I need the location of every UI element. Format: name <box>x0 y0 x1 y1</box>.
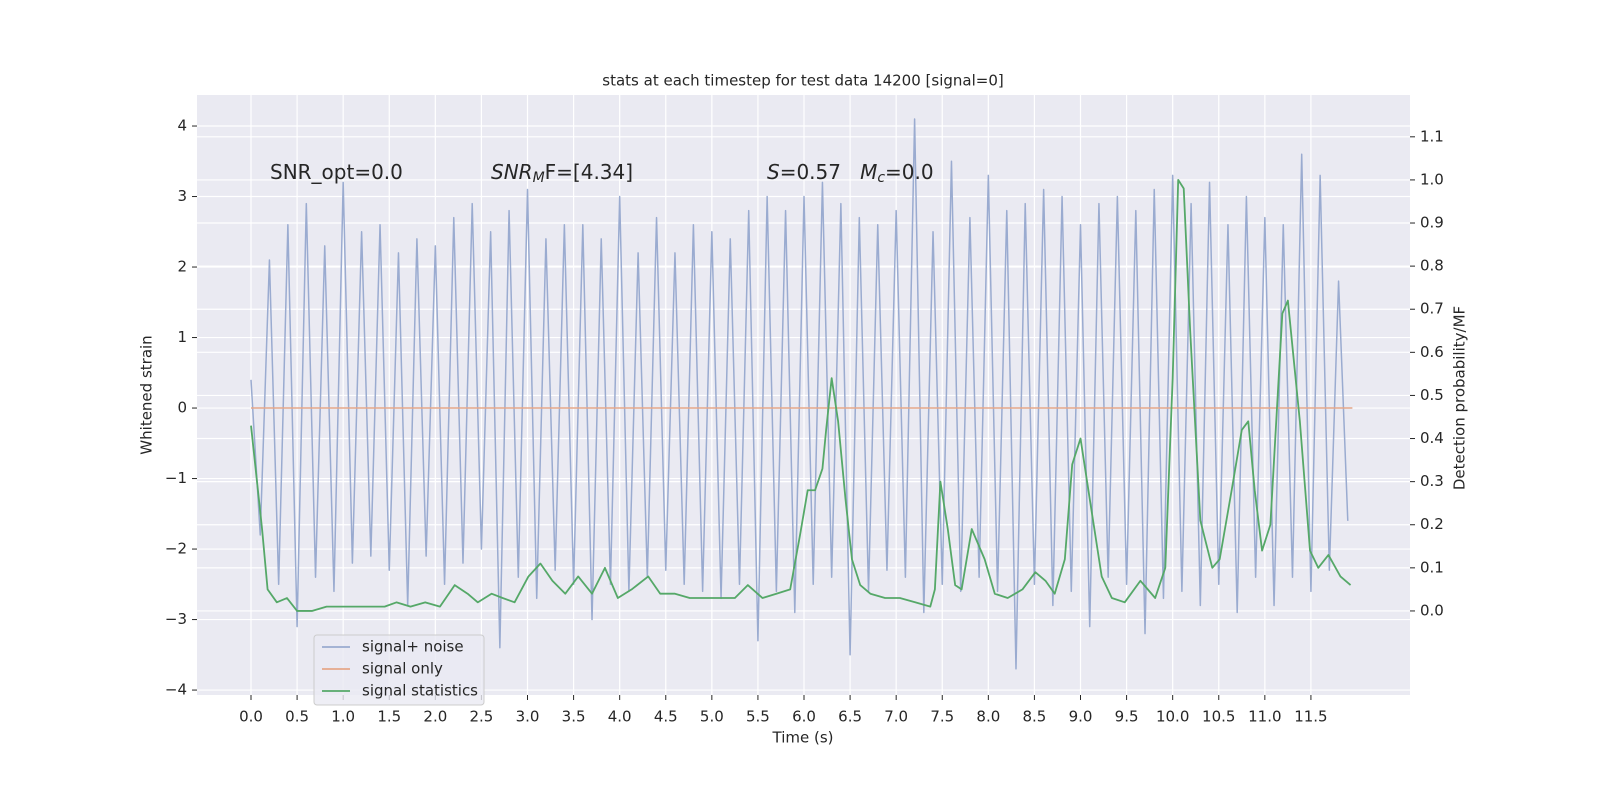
annotation-part: S <box>767 160 780 184</box>
annotation-part: SNR <box>491 160 533 184</box>
x-tick-label: 9.0 <box>1069 708 1093 726</box>
annotation: SNR_opt=0.0 <box>270 160 403 184</box>
x-tick-label: 6.5 <box>838 708 862 726</box>
chart-title: stats at each timestep for test data 142… <box>602 72 1003 90</box>
x-tick-label: 2.5 <box>469 708 493 726</box>
y-tick-label: −2 <box>165 540 187 558</box>
y-tick-label: 3 <box>177 187 187 205</box>
y-tick-label: 1 <box>177 328 187 346</box>
series-line <box>250 179 1352 612</box>
y2-tick-label: 0.7 <box>1420 300 1444 318</box>
annotation-part: SNR_opt=0.0 <box>270 160 403 184</box>
y2-tick-label: 0.1 <box>1420 558 1444 576</box>
y2-tick-label: 0.6 <box>1420 343 1444 361</box>
x-tick-label: 10.0 <box>1156 708 1189 726</box>
annotation-part: F=[4.34] <box>545 160 633 184</box>
annotation-part: =0.0 <box>885 160 934 184</box>
y-tick-label: 0 <box>177 399 187 417</box>
legend-label: signal+ noise <box>362 638 464 656</box>
y-tick-label: 4 <box>177 117 187 135</box>
legend-label: signal only <box>362 660 443 678</box>
y2-tick-label: 0.2 <box>1420 515 1444 533</box>
y2-tick-label: 0.8 <box>1420 257 1444 275</box>
y2-tick-label: 0.4 <box>1420 429 1444 447</box>
x-tick-label: 3.5 <box>562 708 586 726</box>
x-tick-label: 6.0 <box>792 708 816 726</box>
x-tick-label: 9.5 <box>1115 708 1139 726</box>
x-tick-label: 4.5 <box>654 708 678 726</box>
x-tick-label: 4.0 <box>608 708 632 726</box>
x-tick-label: 5.5 <box>746 708 770 726</box>
y-tick-label: −3 <box>165 610 187 628</box>
x-tick-label: 7.0 <box>884 708 908 726</box>
annotation-part: =0.57 <box>780 160 860 184</box>
annotation-part: M <box>860 160 877 184</box>
y2-tick-label: 1.1 <box>1420 127 1444 145</box>
x-tick-label: 8.5 <box>1022 708 1046 726</box>
annotation: SNRMF=[4.34] <box>491 160 633 187</box>
x-tick-label: 1.5 <box>377 708 401 726</box>
x-tick-label: 8.0 <box>976 708 1000 726</box>
y2-tick-label: 0.9 <box>1420 214 1444 232</box>
y2-tick-label: 0.0 <box>1420 601 1444 619</box>
x-tick-label: 11.5 <box>1294 708 1327 726</box>
x-tick-label: 0.0 <box>239 708 263 726</box>
x-axis-label: Time (s) <box>772 729 834 747</box>
y2-tick-label: 0.3 <box>1420 472 1444 490</box>
x-tick-label: 2.0 <box>423 708 447 726</box>
y2-axis-label: Detection probability/MF <box>1451 306 1469 490</box>
x-tick-label: 7.5 <box>930 708 954 726</box>
annotation: S=0.57 Mc=0.0 <box>767 160 934 187</box>
legend-label: signal statistics <box>362 682 478 700</box>
series-line <box>250 118 1349 670</box>
x-tick-label: 1.0 <box>331 708 355 726</box>
legend-box <box>313 634 485 706</box>
x-tick-label: 5.0 <box>700 708 724 726</box>
x-tick-label: 11.0 <box>1248 708 1281 726</box>
x-tick-label: 10.5 <box>1202 708 1235 726</box>
annotation-part: M <box>533 170 545 186</box>
annotation-part: c <box>877 170 885 186</box>
x-tick-label: 3.0 <box>516 708 540 726</box>
y2-tick-label: 0.5 <box>1420 386 1444 404</box>
y-axis-label: Whitened strain <box>138 335 156 454</box>
y-tick-label: −1 <box>165 469 187 487</box>
y-tick-label: 2 <box>177 258 187 276</box>
x-tick-label: 0.5 <box>285 708 309 726</box>
y-tick-label: −4 <box>165 681 187 699</box>
y2-tick-label: 1.0 <box>1420 170 1444 188</box>
